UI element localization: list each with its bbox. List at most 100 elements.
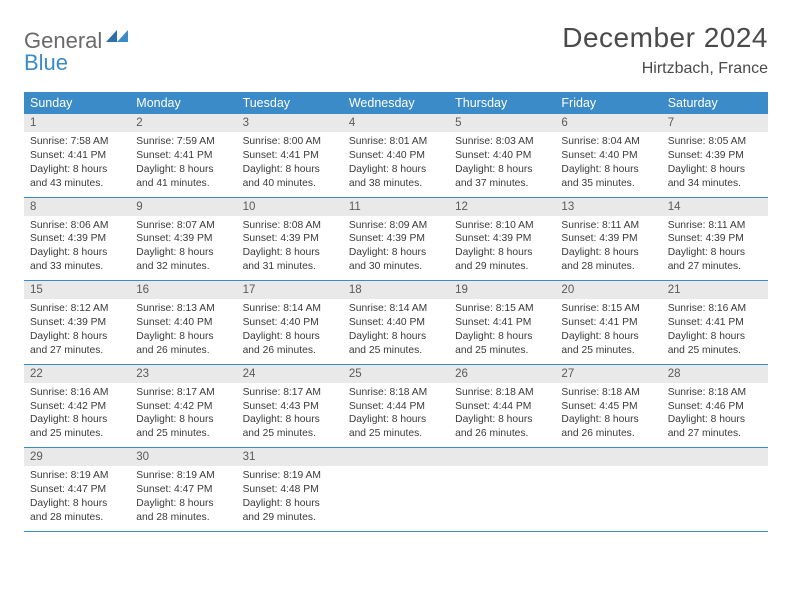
daylight-line: Daylight: 8 hours and 38 minutes.	[349, 163, 443, 191]
day-body: Sunrise: 8:15 AMSunset: 4:41 PMDaylight:…	[449, 299, 555, 364]
day-body: Sunrise: 8:03 AMSunset: 4:40 PMDaylight:…	[449, 132, 555, 197]
day-cell: 28Sunrise: 8:18 AMSunset: 4:46 PMDayligh…	[662, 365, 768, 448]
day-cell: 7Sunrise: 8:05 AMSunset: 4:39 PMDaylight…	[662, 114, 768, 197]
day-cell: 29Sunrise: 8:19 AMSunset: 4:47 PMDayligh…	[24, 448, 130, 531]
daylight-line: Daylight: 8 hours and 30 minutes.	[349, 246, 443, 274]
weekday-friday: Friday	[555, 92, 661, 114]
daylight-line: Daylight: 8 hours and 40 minutes.	[243, 163, 337, 191]
day-cell: 19Sunrise: 8:15 AMSunset: 4:41 PMDayligh…	[449, 281, 555, 364]
daylight-line: Daylight: 8 hours and 25 minutes.	[668, 330, 762, 358]
daylight-line: Daylight: 8 hours and 27 minutes.	[668, 413, 762, 441]
day-number: 15	[24, 281, 130, 299]
day-number: 11	[343, 198, 449, 216]
day-body: Sunrise: 8:04 AMSunset: 4:40 PMDaylight:…	[555, 132, 661, 197]
day-body: Sunrise: 8:19 AMSunset: 4:47 PMDaylight:…	[130, 466, 236, 531]
day-cell: 16Sunrise: 8:13 AMSunset: 4:40 PMDayligh…	[130, 281, 236, 364]
sunset-line: Sunset: 4:40 PM	[136, 316, 230, 330]
day-number: 19	[449, 281, 555, 299]
day-cell: 9Sunrise: 8:07 AMSunset: 4:39 PMDaylight…	[130, 198, 236, 281]
daylight-line: Daylight: 8 hours and 32 minutes.	[136, 246, 230, 274]
weekday-monday: Monday	[130, 92, 236, 114]
daylight-line: Daylight: 8 hours and 25 minutes.	[455, 330, 549, 358]
day-number: 3	[237, 114, 343, 132]
weekday-wednesday: Wednesday	[343, 92, 449, 114]
sunrise-line: Sunrise: 8:08 AM	[243, 219, 337, 233]
day-cell: 5Sunrise: 8:03 AMSunset: 4:40 PMDaylight…	[449, 114, 555, 197]
daylight-line: Daylight: 8 hours and 27 minutes.	[668, 246, 762, 274]
sunset-line: Sunset: 4:39 PM	[30, 316, 124, 330]
sunset-line: Sunset: 4:40 PM	[349, 149, 443, 163]
sunset-line: Sunset: 4:48 PM	[243, 483, 337, 497]
day-cell: 27Sunrise: 8:18 AMSunset: 4:45 PMDayligh…	[555, 365, 661, 448]
sunset-line: Sunset: 4:43 PM	[243, 400, 337, 414]
sunrise-line: Sunrise: 7:58 AM	[30, 135, 124, 149]
day-body: Sunrise: 8:09 AMSunset: 4:39 PMDaylight:…	[343, 216, 449, 281]
day-body	[449, 466, 555, 475]
sunset-line: Sunset: 4:39 PM	[243, 232, 337, 246]
week-row: 1Sunrise: 7:58 AMSunset: 4:41 PMDaylight…	[24, 114, 768, 198]
day-number: 4	[343, 114, 449, 132]
day-number: 12	[449, 198, 555, 216]
sunrise-line: Sunrise: 8:14 AM	[349, 302, 443, 316]
sunrise-line: Sunrise: 8:18 AM	[561, 386, 655, 400]
sunrise-line: Sunrise: 8:09 AM	[349, 219, 443, 233]
day-number: 2	[130, 114, 236, 132]
sunset-line: Sunset: 4:39 PM	[349, 232, 443, 246]
sunrise-line: Sunrise: 8:19 AM	[136, 469, 230, 483]
day-body: Sunrise: 8:18 AMSunset: 4:46 PMDaylight:…	[662, 383, 768, 448]
daylight-line: Daylight: 8 hours and 28 minutes.	[561, 246, 655, 274]
daylight-line: Daylight: 8 hours and 29 minutes.	[455, 246, 549, 274]
sunset-line: Sunset: 4:39 PM	[561, 232, 655, 246]
day-cell: 3Sunrise: 8:00 AMSunset: 4:41 PMDaylight…	[237, 114, 343, 197]
day-body: Sunrise: 8:08 AMSunset: 4:39 PMDaylight:…	[237, 216, 343, 281]
day-body: Sunrise: 8:01 AMSunset: 4:40 PMDaylight:…	[343, 132, 449, 197]
day-body: Sunrise: 8:12 AMSunset: 4:39 PMDaylight:…	[24, 299, 130, 364]
day-body: Sunrise: 8:00 AMSunset: 4:41 PMDaylight:…	[237, 132, 343, 197]
day-body: Sunrise: 7:58 AMSunset: 4:41 PMDaylight:…	[24, 132, 130, 197]
weekday-sunday: Sunday	[24, 92, 130, 114]
day-cell: 26Sunrise: 8:18 AMSunset: 4:44 PMDayligh…	[449, 365, 555, 448]
sunset-line: Sunset: 4:40 PM	[561, 149, 655, 163]
daylight-line: Daylight: 8 hours and 27 minutes.	[30, 330, 124, 358]
sunset-line: Sunset: 4:42 PM	[30, 400, 124, 414]
sunrise-line: Sunrise: 8:06 AM	[30, 219, 124, 233]
sunset-line: Sunset: 4:40 PM	[243, 316, 337, 330]
sunset-line: Sunset: 4:41 PM	[136, 149, 230, 163]
day-cell: 1Sunrise: 7:58 AMSunset: 4:41 PMDaylight…	[24, 114, 130, 197]
day-number: 1	[24, 114, 130, 132]
daylight-line: Daylight: 8 hours and 37 minutes.	[455, 163, 549, 191]
sunset-line: Sunset: 4:41 PM	[561, 316, 655, 330]
day-number: 22	[24, 365, 130, 383]
sunrise-line: Sunrise: 8:17 AM	[136, 386, 230, 400]
day-number: 27	[555, 365, 661, 383]
day-body: Sunrise: 8:13 AMSunset: 4:40 PMDaylight:…	[130, 299, 236, 364]
sunrise-line: Sunrise: 8:17 AM	[243, 386, 337, 400]
sunrise-line: Sunrise: 7:59 AM	[136, 135, 230, 149]
day-body: Sunrise: 8:15 AMSunset: 4:41 PMDaylight:…	[555, 299, 661, 364]
sunrise-line: Sunrise: 8:11 AM	[561, 219, 655, 233]
week-row: 15Sunrise: 8:12 AMSunset: 4:39 PMDayligh…	[24, 281, 768, 365]
logo-chevron-icon	[106, 28, 128, 46]
day-number: 28	[662, 365, 768, 383]
daylight-line: Daylight: 8 hours and 25 minutes.	[30, 413, 124, 441]
day-cell: 15Sunrise: 8:12 AMSunset: 4:39 PMDayligh…	[24, 281, 130, 364]
daylight-line: Daylight: 8 hours and 25 minutes.	[349, 330, 443, 358]
day-body: Sunrise: 8:14 AMSunset: 4:40 PMDaylight:…	[237, 299, 343, 364]
day-cell: 14Sunrise: 8:11 AMSunset: 4:39 PMDayligh…	[662, 198, 768, 281]
sunset-line: Sunset: 4:41 PM	[668, 316, 762, 330]
day-cell: 8Sunrise: 8:06 AMSunset: 4:39 PMDaylight…	[24, 198, 130, 281]
daylight-line: Daylight: 8 hours and 26 minutes.	[561, 413, 655, 441]
day-body: Sunrise: 8:11 AMSunset: 4:39 PMDaylight:…	[555, 216, 661, 281]
weekday-tuesday: Tuesday	[237, 92, 343, 114]
calendar: SundayMondayTuesdayWednesdayThursdayFrid…	[24, 92, 768, 532]
daylight-line: Daylight: 8 hours and 35 minutes.	[561, 163, 655, 191]
day-number	[449, 448, 555, 466]
daylight-line: Daylight: 8 hours and 29 minutes.	[243, 497, 337, 525]
day-number: 25	[343, 365, 449, 383]
sunrise-line: Sunrise: 8:15 AM	[455, 302, 549, 316]
daylight-line: Daylight: 8 hours and 26 minutes.	[455, 413, 549, 441]
day-number: 8	[24, 198, 130, 216]
sunrise-line: Sunrise: 8:16 AM	[30, 386, 124, 400]
day-body: Sunrise: 8:18 AMSunset: 4:44 PMDaylight:…	[449, 383, 555, 448]
week-row: 29Sunrise: 8:19 AMSunset: 4:47 PMDayligh…	[24, 448, 768, 532]
